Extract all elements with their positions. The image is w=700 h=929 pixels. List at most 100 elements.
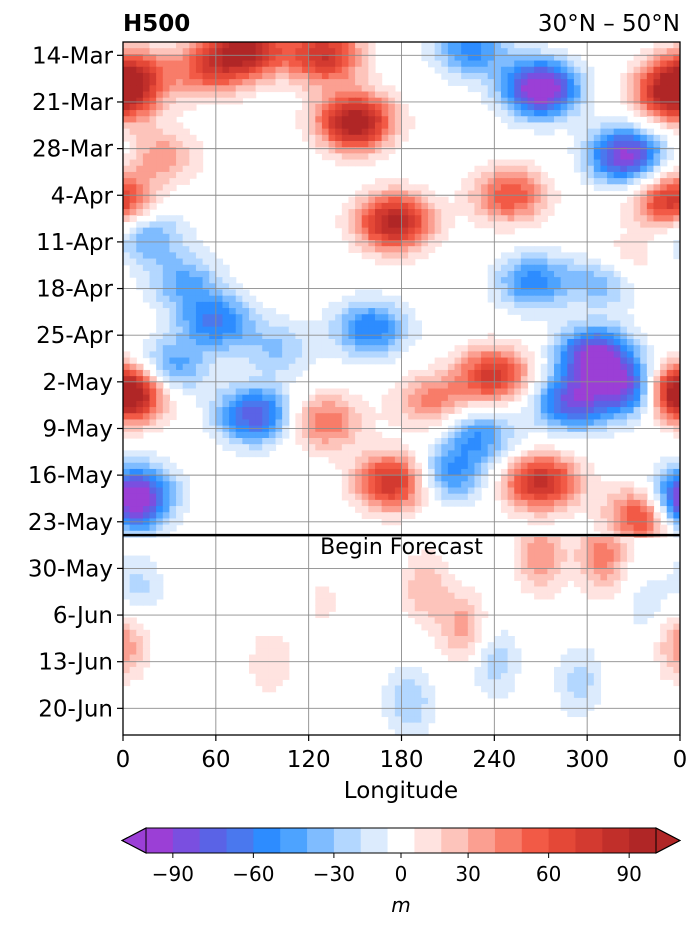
heatmap-cell: [195, 79, 204, 86]
heatmap-cell: [640, 165, 648, 173]
heatmap-cell: [414, 605, 422, 612]
heatmap-cell: [620, 499, 628, 507]
heatmap-cell: [547, 357, 555, 365]
heatmap-cell: [540, 506, 548, 513]
heatmap-cell: [547, 246, 555, 253]
heatmap-cell: [262, 666, 270, 674]
heatmap-cell: [500, 258, 509, 266]
heatmap-cell: [660, 524, 668, 532]
heatmap-cell: [587, 91, 595, 99]
heatmap-cell: [209, 320, 217, 328]
heatmap-cell: [587, 97, 595, 105]
heatmap-cell: [520, 221, 529, 229]
heatmap-cell: [673, 567, 680, 575]
heatmap-cell: [607, 339, 615, 346]
heatmap-cell: [547, 407, 555, 414]
heatmap-cell: [560, 116, 568, 124]
heatmap-cell: [355, 450, 363, 458]
heatmap-cell: [613, 270, 621, 278]
heatmap-cell: [215, 264, 224, 272]
heatmap-cell: [321, 431, 330, 439]
heatmap-cell: [195, 72, 204, 80]
heatmap-cell: [620, 506, 628, 513]
heatmap-cell: [242, 339, 250, 346]
heatmap-cell: [328, 128, 336, 136]
heatmap-cell: [547, 345, 555, 352]
heatmap-cell: [494, 673, 502, 680]
heatmap-cell: [487, 648, 495, 656]
heatmap-cell: [520, 499, 529, 507]
heatmap-cell: [474, 419, 482, 427]
heatmap-cell: [123, 97, 131, 105]
heatmap-cell: [388, 240, 396, 247]
heatmap-cell: [209, 332, 217, 340]
heatmap-cell: [507, 215, 515, 223]
heatmap-cell: [534, 277, 542, 284]
heatmap-cell: [673, 190, 680, 198]
heatmap-cell: [288, 66, 296, 74]
heatmap-cell: [540, 444, 548, 451]
heatmap-cell: [560, 691, 568, 699]
heatmap-cell: [540, 178, 548, 185]
heatmap-cell: [567, 382, 575, 390]
heatmap-cell: [335, 128, 343, 136]
heatmap-cell: [567, 462, 575, 470]
heatmap-cell: [123, 110, 131, 117]
heatmap-cell: [268, 357, 277, 365]
heatmap-cell: [434, 54, 442, 62]
heatmap-cell: [487, 60, 495, 68]
heatmap-cell: [673, 636, 680, 643]
heatmap-cell: [507, 221, 515, 229]
heatmap-cell: [308, 54, 316, 62]
heatmap-cell: [620, 394, 628, 402]
heatmap-cell: [620, 524, 628, 532]
heatmap-cell: [507, 209, 515, 216]
heatmap-cell: [381, 691, 389, 699]
heatmap-cell: [487, 97, 495, 105]
heatmap-cell: [215, 60, 224, 68]
heatmap-cell: [500, 103, 509, 111]
heatmap-cell: [136, 153, 144, 161]
heatmap-cell: [308, 394, 316, 402]
heatmap-cell: [547, 549, 555, 557]
heatmap-cell: [633, 326, 641, 334]
heatmap-cell: [600, 419, 608, 427]
heatmap-cell: [182, 72, 190, 80]
heatmap-cell: [255, 431, 263, 439]
heatmap-cell: [660, 487, 668, 495]
heatmap-cell: [633, 209, 641, 216]
heatmap-cell: [341, 54, 350, 62]
heatmap-cell: [282, 425, 290, 433]
heatmap-cell: [593, 388, 602, 396]
heatmap-cell: [136, 394, 144, 402]
heatmap-cell: [202, 97, 210, 105]
heatmap-cell: [580, 413, 588, 421]
heatmap-cell: [176, 178, 184, 185]
heatmap-cell: [123, 419, 131, 427]
heatmap-cell: [262, 425, 270, 433]
heatmap-cell: [474, 388, 482, 396]
heatmap-cell: [547, 425, 555, 433]
heatmap-cell: [388, 468, 396, 476]
heatmap-cell: [587, 592, 595, 600]
heatmap-cell: [613, 499, 621, 507]
heatmap-cell: [580, 134, 588, 142]
heatmap-cell: [335, 134, 343, 142]
heatmap-cell: [467, 586, 476, 594]
heatmap-cell: [620, 283, 628, 291]
heatmap-cell: [408, 468, 416, 476]
heatmap-cell: [235, 295, 243, 303]
heatmap-cell: [666, 642, 674, 649]
heatmap-cell: [428, 246, 436, 253]
heatmap-cell: [176, 153, 184, 161]
heatmap-cell: [408, 376, 416, 383]
heatmap-cell: [540, 487, 548, 495]
heatmap-cell: [474, 400, 482, 408]
heatmap-cell: [176, 481, 184, 489]
heatmap-cell: [195, 147, 204, 154]
heatmap-cell: [441, 642, 449, 649]
heatmap-cell: [500, 116, 509, 124]
heatmap-cell: [441, 605, 449, 612]
heatmap-cell: [454, 617, 462, 625]
heatmap-cell: [514, 171, 522, 179]
